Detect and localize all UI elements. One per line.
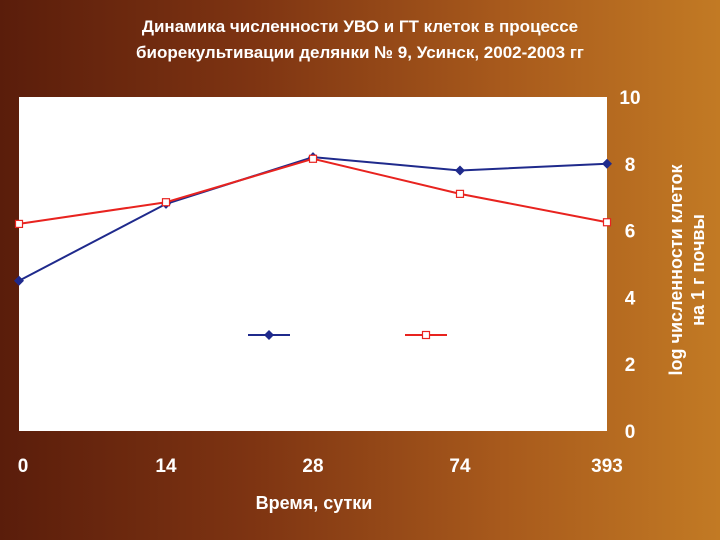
x-tick-label: 14 [155, 456, 177, 477]
data-point-gt [14, 219, 24, 229]
legend: УВО ГТ [248, 323, 473, 348]
chart-title: Динамика численности УВО и ГТ клеток в п… [20, 14, 700, 66]
chart-title-line1: Динамика численности УВО и ГТ клеток в п… [141, 17, 579, 36]
data-point-gt [602, 218, 612, 227]
data-point-uvo [602, 158, 612, 169]
y-tick-label: 8 [625, 155, 636, 176]
data-point-gt [161, 198, 171, 207]
data-point-gt [455, 189, 465, 198]
x-tick-label: 74 [449, 456, 471, 477]
data-point-uvo [455, 165, 465, 176]
y-tick-label: 4 [625, 288, 636, 309]
legend-marker-gt [421, 330, 431, 340]
data-point-gt [308, 154, 318, 163]
legend-marker-uvo [264, 330, 274, 340]
x-tick-label: 0 [18, 456, 29, 477]
plot-area [19, 97, 607, 431]
legend-label-uvo: УВО [296, 323, 342, 348]
y-axis-label-line1: log численности клеток [666, 164, 686, 376]
x-tick-label: 393 [591, 456, 623, 477]
y-tick-label: 2 [625, 355, 636, 376]
data-point-uvo [14, 275, 24, 286]
chart-title-line2: биорекультивации делянки № 9, Усинск, 20… [136, 43, 584, 62]
y-axis-label-line2: на 1 г почвы [688, 214, 708, 326]
x-tick-label: 28 [302, 456, 323, 477]
y-tick-label: 0 [625, 422, 636, 443]
y-tick-label: 6 [625, 222, 636, 243]
y-tick-label: 10 [619, 88, 640, 109]
legend-label-gt: ГТ [447, 323, 473, 348]
x-axis-label: Время, сутки [256, 493, 373, 513]
